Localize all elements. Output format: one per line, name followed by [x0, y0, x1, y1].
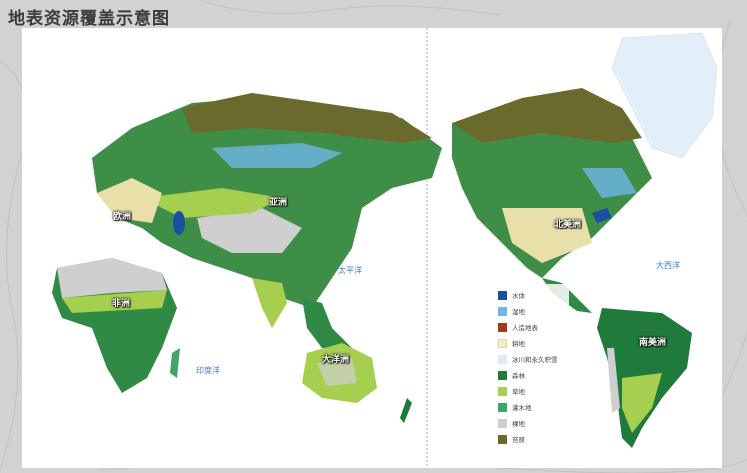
- caspian-sea: [173, 211, 185, 235]
- legend-label: 裸地: [512, 420, 525, 428]
- legend-label: 耕地: [512, 340, 525, 348]
- page-title: 地表资源覆盖示意图: [8, 9, 170, 29]
- legend-swatch: [498, 306, 507, 316]
- steppe-grass: [142, 188, 282, 218]
- legend-item-tundra: 苔原: [498, 434, 525, 444]
- world-map-frame: 欧洲 亚洲 非洲 大洋洲 北美洲 南美洲 太平洋 印度洋 大西洋 水体 湿地 人…: [22, 28, 722, 468]
- legend-item-wetland: 湿地: [498, 306, 525, 316]
- legend-item-water: 水体: [498, 290, 525, 300]
- label-indian-ocean: 印度洋: [196, 366, 220, 375]
- label-asia: 亚洲: [269, 198, 288, 208]
- label-oceania: 大洋洲: [322, 355, 350, 365]
- europe-cropland: [97, 178, 162, 223]
- andes-bare: [607, 348, 620, 413]
- label-europe: 欧洲: [113, 212, 132, 222]
- legend-item-forest: 森林: [498, 370, 525, 380]
- legend-swatch: [498, 290, 507, 300]
- siberia-wetland: [212, 143, 342, 168]
- legend-item-artificial-surface: 人造地表: [498, 322, 538, 332]
- legend-label: 苔原: [512, 436, 525, 444]
- canada-wetland: [582, 168, 637, 198]
- legend-label: 冰川和永久积雪: [512, 356, 558, 364]
- legend-label: 湿地: [512, 308, 525, 316]
- central-asia-bare: [197, 208, 302, 253]
- label-africa: 非洲: [112, 299, 131, 309]
- legend-swatch: [498, 370, 507, 380]
- great-lakes: [592, 208, 612, 223]
- legend-swatch: [498, 354, 507, 364]
- madagascar-shape: [170, 348, 180, 378]
- legend-label: 人造地表: [512, 324, 538, 332]
- eurasia-tundra: [182, 93, 432, 143]
- legend-item-grassland: 草地: [498, 386, 525, 396]
- legend-swatch: [498, 418, 507, 428]
- new-zealand-shape: [400, 398, 412, 423]
- legend-swatch: [498, 386, 507, 396]
- world-land-cover-map: [52, 28, 718, 468]
- legend-swatch: [498, 322, 507, 332]
- greenland-shape: [611, 32, 718, 159]
- sahara-bare: [57, 258, 167, 298]
- legend-label: 草地: [512, 388, 525, 396]
- label-atlantic-ocean: 大西洋: [656, 261, 680, 270]
- legend-swatch: [498, 338, 507, 348]
- label-pacific-ocean: 太平洋: [338, 266, 362, 275]
- australia-bare: [317, 358, 357, 386]
- legend-item-bare-land: 裸地: [498, 418, 525, 428]
- north-america-tundra: [452, 88, 642, 143]
- legend-swatch: [498, 402, 507, 412]
- legend-label: 森林: [512, 372, 525, 380]
- india-shape: [252, 278, 287, 328]
- label-north-america: 北美洲: [554, 220, 582, 230]
- legend-item-glacier-snow: 冰川和永久积雪: [498, 354, 558, 364]
- map-legend: 水体 湿地 人造地表 耕地 冰川和永久积雪 森林 草地 灌木地: [477, 284, 569, 454]
- sahel-grass: [62, 290, 167, 313]
- legend-label: 水体: [512, 292, 525, 300]
- legend-label: 灌木地: [512, 404, 532, 412]
- legend-item-shrubland: 灌木地: [498, 402, 532, 412]
- legend-item-cropland: 耕地: [498, 338, 525, 348]
- se-asia-shape: [302, 298, 352, 348]
- label-south-america: 南美洲: [639, 338, 667, 348]
- north-america-shape: [452, 113, 652, 278]
- us-cropland: [502, 208, 592, 263]
- legend-swatch: [498, 434, 507, 444]
- south-america-grass: [622, 373, 662, 433]
